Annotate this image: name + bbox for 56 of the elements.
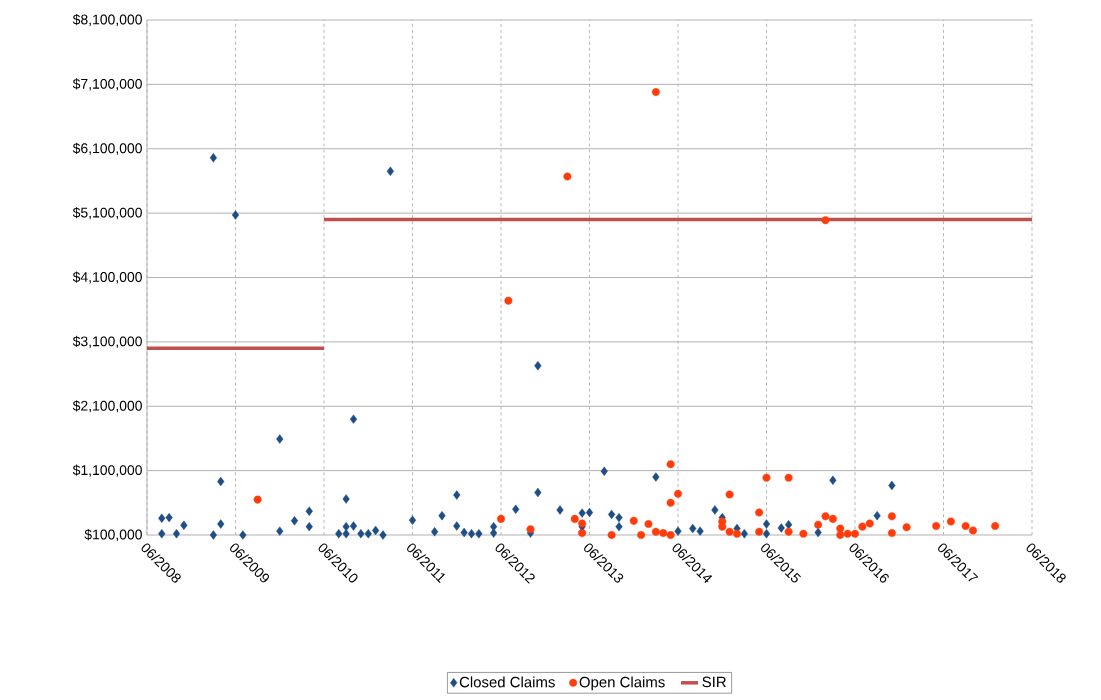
point [969, 526, 977, 535]
point [887, 529, 896, 538]
point [497, 514, 505, 523]
y-tick-label: $2,100,000 [72, 400, 142, 413]
point [666, 531, 675, 539]
point [659, 529, 668, 538]
point [253, 495, 262, 504]
point [651, 527, 660, 536]
point [644, 520, 653, 529]
point [762, 473, 771, 482]
point [674, 489, 682, 498]
point [821, 216, 830, 225]
y-tick-label: $4,100,000 [72, 271, 142, 284]
y-tick-label: $6,100,000 [72, 142, 142, 155]
point [637, 531, 646, 539]
legend-label: SIR [702, 676, 726, 688]
point [504, 296, 513, 305]
point [821, 512, 830, 521]
y-tick-label: $3,100,000 [72, 335, 142, 348]
legend-label: Closed Claims [459, 676, 555, 688]
point [902, 523, 911, 532]
point [629, 516, 638, 525]
y-tick-label: $100,000 [84, 528, 142, 542]
point [858, 522, 867, 531]
point [578, 519, 587, 528]
point [836, 531, 845, 539]
point [563, 172, 572, 181]
point [570, 514, 579, 523]
point [828, 514, 837, 523]
point [607, 531, 616, 539]
point [961, 522, 970, 530]
point [755, 508, 764, 517]
point [932, 522, 941, 530]
y-tick-label: $8,100,000 [72, 13, 142, 27]
y-tick-label: $5,100,000 [72, 207, 142, 220]
point [851, 529, 859, 538]
point [865, 519, 874, 528]
point [946, 517, 955, 526]
point [755, 527, 764, 536]
y-tick-label: $7,100,000 [72, 78, 142, 91]
point [887, 512, 896, 521]
point [666, 460, 675, 469]
point [991, 522, 1000, 530]
point [799, 529, 808, 538]
point [784, 527, 793, 536]
point [526, 525, 535, 534]
point [814, 520, 823, 529]
legend-label: Open Claims [579, 676, 665, 691]
point [725, 527, 734, 536]
point [666, 498, 675, 507]
point [784, 473, 793, 482]
point [651, 88, 660, 97]
point [725, 490, 734, 499]
point [836, 524, 845, 533]
y-tick-label: $1,100,000 [72, 464, 142, 477]
point [843, 529, 852, 538]
